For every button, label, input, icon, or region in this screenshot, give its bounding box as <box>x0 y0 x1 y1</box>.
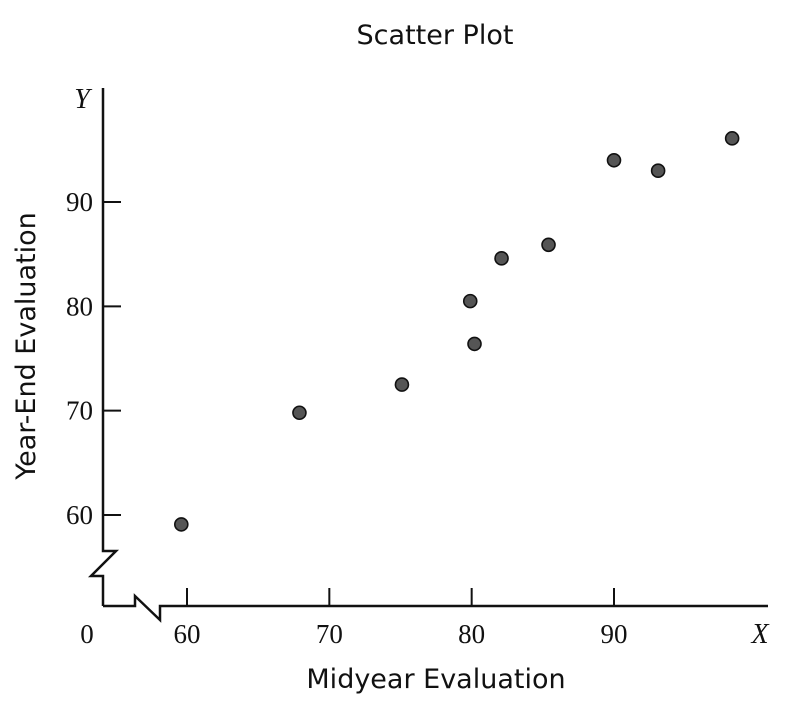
data-point <box>462 293 478 309</box>
x-tick-label: 80 <box>458 619 485 649</box>
x-tick-label: 90 <box>601 619 628 649</box>
x-axis-label: Midyear Evaluation <box>306 664 565 695</box>
y-axis-label: Year-End Evaluation <box>11 212 42 481</box>
data-point <box>494 251 509 266</box>
data-point <box>606 152 622 168</box>
y-ticks: 60 70 80 90 <box>66 187 121 530</box>
origin-label: 0 <box>80 619 94 649</box>
x-variable-label: X <box>750 619 769 650</box>
y-tick-label: 70 <box>66 396 93 426</box>
y-tick-label: 80 <box>66 291 93 321</box>
data-point <box>394 377 410 392</box>
x-axis-line <box>103 593 768 623</box>
x-ticks: 60 70 80 90 <box>174 588 628 649</box>
y-tick-label: 60 <box>66 500 93 530</box>
data-point <box>174 517 189 532</box>
x-tick-label: 70 <box>316 619 343 649</box>
x-tick-label: 60 <box>174 619 201 649</box>
y-tick-label: 90 <box>66 187 93 217</box>
data-point <box>292 405 307 421</box>
data-point <box>724 131 740 146</box>
data-point <box>650 163 666 178</box>
data-point <box>541 237 556 253</box>
chart-title: Scatter Plot <box>357 20 514 51</box>
y-axis-line <box>87 88 120 606</box>
y-variable-label: Y <box>74 84 93 115</box>
data-point <box>467 336 482 352</box>
data-points <box>174 131 740 532</box>
